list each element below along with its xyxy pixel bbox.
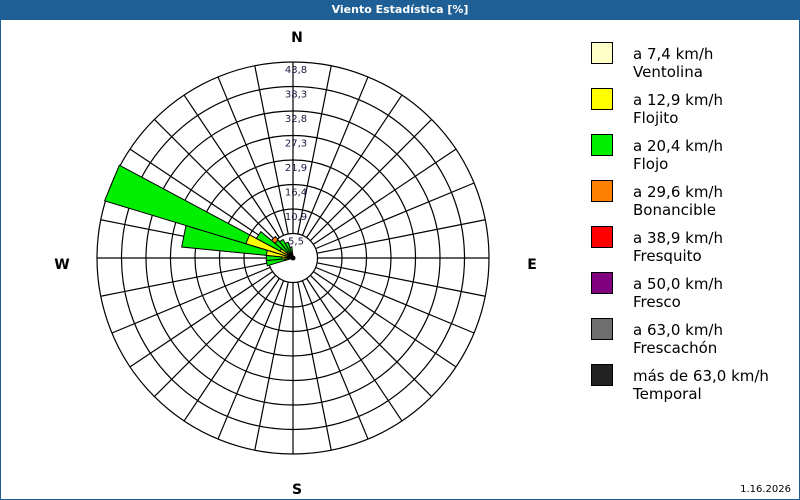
legend-name: Ventolina	[633, 63, 703, 81]
grid-spoke	[100, 262, 270, 297]
radial-tick-label: 43,8	[285, 65, 307, 76]
grid-spoke	[297, 281, 332, 451]
grid-spoke	[316, 219, 486, 254]
legend-name: Frescachón	[633, 339, 718, 357]
radial-tick-label: 32,8	[285, 114, 307, 125]
legend-text: a 38,9 km/h Fresquito	[633, 229, 723, 265]
radial-tick-label: 16,4	[285, 188, 307, 199]
grid-spoke	[301, 280, 369, 440]
legend-range: más de 63,0 km/h	[633, 367, 769, 385]
legend-swatch	[591, 88, 613, 110]
grid-spoke	[315, 182, 475, 250]
version-label: 1.16.2026	[740, 484, 791, 495]
legend-text: a 20,4 km/h Flojo	[633, 137, 723, 173]
chart-frame: 5,5 10,9 16,4 21,9 27,3 32,8 38,3 43,8 N S W E a 7,…	[0, 20, 800, 500]
compass-label-w: W	[54, 257, 69, 273]
legend-name: Bonancible	[633, 201, 717, 219]
grid-spoke	[313, 271, 457, 368]
legend-swatch	[591, 272, 613, 294]
legend-text: a 63,0 km/h Frescachón	[633, 321, 723, 357]
radial-tick-label: 38,3	[285, 90, 307, 101]
legend-range: a 12,9 km/h	[633, 91, 723, 109]
legend-swatch	[591, 364, 613, 386]
compass-label-e: E	[527, 257, 537, 273]
legend-name: Fresquito	[633, 247, 702, 265]
grid-spoke	[153, 118, 277, 242]
grid-spoke	[306, 278, 403, 422]
legend-range: a 29,6 km/h	[633, 183, 723, 201]
grid-spoke	[183, 94, 280, 238]
petal-segment	[103, 164, 294, 259]
grid-spoke	[254, 281, 289, 451]
legend-text: a 7,4 km/h Ventolina	[633, 45, 713, 81]
window-title: Viento Estadística [%]	[0, 0, 800, 20]
grid-spoke	[301, 76, 369, 236]
legend-name: Temporal	[633, 385, 702, 403]
grid-spoke	[306, 94, 403, 238]
legend-range: a 50,0 km/h	[633, 275, 723, 293]
grid-spoke	[111, 266, 271, 334]
legend-name: Flojito	[633, 109, 679, 127]
grid-spoke	[129, 148, 273, 245]
grid-spoke	[313, 148, 457, 245]
grid-spoke	[297, 65, 332, 235]
center-dot	[290, 255, 296, 261]
legend-name: Fresco	[633, 293, 681, 311]
compass-label-s: S	[292, 482, 302, 498]
grid-spoke	[217, 76, 285, 236]
radial-tick-label: 5,5	[288, 237, 304, 248]
grid-spoke	[153, 274, 277, 398]
grid-spoke	[217, 280, 285, 440]
legend-text: a 12,9 km/h Flojito	[633, 91, 723, 127]
legend-text: más de 63,0 km/h Temporal	[633, 367, 769, 403]
grid-spoke	[309, 118, 433, 242]
legend-range: a 20,4 km/h	[633, 137, 723, 155]
legend-range: a 38,9 km/h	[633, 229, 723, 247]
grid-spoke	[129, 271, 273, 368]
grid-spoke	[309, 274, 433, 398]
legend-swatch	[591, 42, 613, 64]
grid-spoke	[254, 65, 289, 235]
radial-tick-label: 21,9	[285, 163, 307, 174]
radial-tick-label: 27,3	[285, 139, 307, 150]
legend-name: Flojo	[633, 155, 669, 173]
legend-text: a 50,0 km/h Fresco	[633, 275, 723, 311]
legend-swatch	[591, 134, 613, 156]
legend-text: a 29,6 km/h Bonancible	[633, 183, 723, 219]
grid-spoke	[316, 262, 486, 297]
legend-swatch	[591, 226, 613, 248]
grid-spoke	[183, 278, 280, 422]
grid-spoke	[315, 266, 475, 334]
legend-range: a 63,0 km/h	[633, 321, 723, 339]
wind-rose-chart: 5,5 10,9 16,4 21,9 27,3 32,8 38,3 43,8 N S W E	[54, 30, 537, 498]
legend-swatch	[591, 318, 613, 340]
legend-range: a 7,4 km/h	[633, 45, 714, 63]
compass-label-n: N	[291, 30, 303, 46]
legend-swatch	[591, 180, 613, 202]
radial-tick-label: 10,9	[285, 212, 307, 223]
